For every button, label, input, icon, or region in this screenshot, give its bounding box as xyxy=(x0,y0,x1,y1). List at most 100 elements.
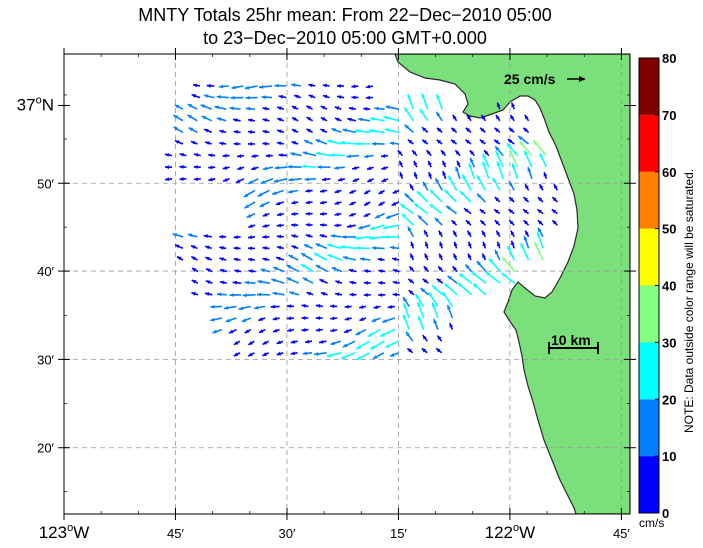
current-vector xyxy=(397,149,404,157)
current-vector xyxy=(456,160,461,168)
current-vector xyxy=(413,171,418,180)
current-vector xyxy=(424,241,429,249)
current-vector xyxy=(205,256,213,261)
scale-bar: 10 km xyxy=(548,332,599,354)
current-vector xyxy=(288,254,299,261)
current-vector xyxy=(243,189,256,198)
current-vector xyxy=(524,114,530,122)
current-vector xyxy=(262,223,270,228)
current-vector xyxy=(235,178,245,184)
current-vector xyxy=(330,234,342,238)
sea-background xyxy=(64,54,630,514)
current-vector xyxy=(409,253,415,261)
current-vector xyxy=(363,292,371,297)
current-vector xyxy=(288,189,299,194)
current-vector xyxy=(551,208,558,215)
current-vector xyxy=(334,200,342,205)
current-vector xyxy=(191,279,199,284)
current-vector xyxy=(303,139,313,145)
current-vector xyxy=(200,104,213,110)
current-vector xyxy=(278,153,288,158)
current-vector xyxy=(495,114,501,122)
current-vector xyxy=(369,224,385,231)
current-vector xyxy=(290,351,298,356)
current-vector xyxy=(374,106,385,111)
current-vector xyxy=(276,212,284,217)
current-vector xyxy=(331,127,342,134)
current-vector xyxy=(434,177,443,191)
current-vector xyxy=(410,241,415,249)
colorbar-tick-label: 30 xyxy=(662,335,676,350)
colorbar-segment xyxy=(639,456,659,513)
current-vector xyxy=(204,141,213,146)
current-vector xyxy=(389,245,400,250)
current-vector xyxy=(476,174,487,191)
current-vector xyxy=(216,117,227,122)
current-vector xyxy=(551,196,558,203)
current-vector xyxy=(443,189,458,203)
current-vector xyxy=(222,165,230,170)
current-vector xyxy=(480,114,487,122)
current-vector xyxy=(210,304,223,309)
current-vector xyxy=(464,263,473,273)
current-vector xyxy=(536,208,544,215)
axis-ticks: 123oW 45′ 30′ 15′ 122oW 45′ 37oN 50′ 40′ 30′ 20′ xyxy=(17,48,636,542)
current-vector xyxy=(219,268,228,273)
current-vector xyxy=(245,106,256,111)
current-vector xyxy=(262,352,270,357)
current-vector xyxy=(208,165,216,170)
current-vector xyxy=(237,166,245,171)
current-vector xyxy=(204,292,213,296)
current-vector xyxy=(273,178,288,183)
current-vector xyxy=(290,339,298,344)
current-vector xyxy=(222,153,230,158)
current-vector xyxy=(441,160,447,168)
current-vector xyxy=(421,92,429,110)
current-vector xyxy=(471,271,487,284)
current-vector xyxy=(261,95,273,100)
current-vector xyxy=(378,280,386,285)
current-vector xyxy=(517,135,530,145)
current-vector xyxy=(248,224,256,228)
current-vector xyxy=(192,83,201,88)
current-vector xyxy=(289,291,300,296)
current-vector xyxy=(308,83,316,88)
current-vector xyxy=(276,234,284,239)
current-vector xyxy=(482,161,490,180)
current-vector xyxy=(272,291,285,296)
current-vector xyxy=(193,177,201,182)
current-vector xyxy=(381,178,389,183)
current-vector xyxy=(351,84,359,89)
current-vector xyxy=(191,93,201,99)
current-vector xyxy=(319,211,328,216)
current-vector xyxy=(179,165,187,169)
current-vector xyxy=(436,277,444,284)
current-vector xyxy=(494,145,504,157)
current-vector xyxy=(523,219,530,226)
current-vector xyxy=(343,328,352,334)
current-vector xyxy=(247,235,256,240)
current-vector xyxy=(387,304,395,309)
current-vector xyxy=(322,94,330,99)
reference-vector-label: 25 cm/s xyxy=(504,71,556,87)
current-vector xyxy=(286,328,295,333)
current-vector xyxy=(481,153,490,168)
current-vector xyxy=(352,178,360,183)
current-vector xyxy=(222,177,230,183)
current-vector xyxy=(247,142,256,146)
current-vectors xyxy=(164,83,559,361)
current-vector xyxy=(494,219,501,226)
current-vector xyxy=(205,280,213,285)
current-vector xyxy=(509,114,515,122)
current-vector xyxy=(330,328,338,333)
current-vector xyxy=(469,149,476,157)
current-vector xyxy=(382,317,396,323)
current-vector xyxy=(551,219,558,226)
current-vector xyxy=(331,266,343,273)
current-vector xyxy=(335,280,343,285)
current-vector xyxy=(511,163,519,180)
current-vector xyxy=(424,253,429,261)
current-vector xyxy=(449,322,454,330)
current-vector xyxy=(334,189,342,194)
current-vector xyxy=(429,189,443,203)
